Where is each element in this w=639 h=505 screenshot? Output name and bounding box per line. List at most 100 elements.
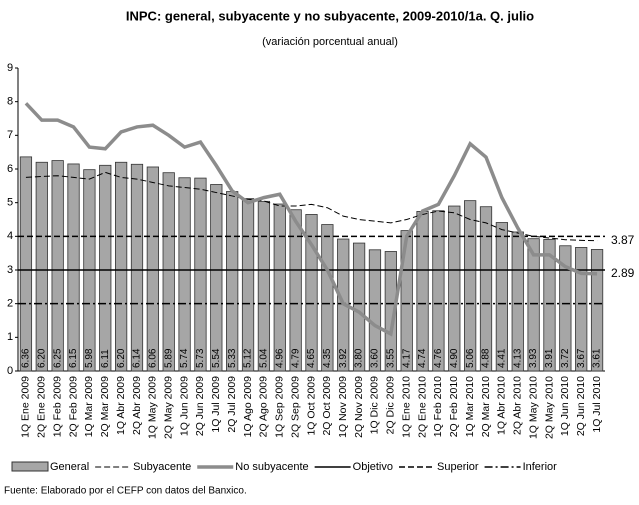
x-tick-label: 2Q Mar 2009	[99, 376, 111, 437]
y-tick-label: 7	[7, 129, 13, 141]
value-label: 5.89	[163, 348, 174, 368]
x-tick-label: 1Q Nov 2009	[337, 376, 349, 438]
value-label: 3.72	[560, 348, 571, 368]
bar	[67, 163, 80, 372]
y-tick-label: 5	[7, 197, 13, 209]
bar	[400, 230, 413, 372]
bar	[495, 222, 508, 372]
bar	[511, 231, 524, 372]
value-label: 3.55	[385, 348, 396, 368]
x-tick-label: 2Q Ene 2010	[416, 376, 428, 438]
value-label: 3.91	[544, 348, 555, 368]
y-tick-label: 8	[7, 96, 13, 108]
bar	[305, 214, 318, 372]
y-tick-label: 3	[7, 264, 13, 276]
value-label: 4.88	[481, 348, 492, 368]
y-tick-label: 9	[7, 62, 13, 74]
legend-label: Subyacente	[133, 461, 191, 473]
value-label: 4.65	[306, 348, 317, 368]
bar	[178, 177, 191, 372]
chart-subtitle: (variación porcentual anual)	[262, 36, 398, 48]
bar	[194, 177, 207, 372]
value-label: 3.60	[370, 348, 381, 368]
value-label: 5.12	[243, 348, 254, 368]
bar	[368, 249, 382, 372]
legend-label: General	[50, 461, 89, 473]
x-tick-label: 1Q Ene 2009	[20, 376, 32, 438]
y-tick-label: 4	[7, 230, 13, 242]
x-tick-label: 1Q Abr 2010	[496, 376, 508, 435]
bar	[241, 198, 255, 372]
x-tick-label: 1Q Sep 2009	[274, 376, 286, 438]
bar	[146, 166, 159, 372]
bar	[448, 205, 461, 372]
bar	[115, 161, 128, 372]
x-tick-label: 2Q Oct 2009	[321, 376, 333, 436]
y-tick-label: 1	[7, 331, 13, 343]
legend-label: Objetivo	[353, 461, 393, 473]
bar	[352, 242, 366, 372]
x-tick-label: 1Q Ago 2009	[242, 376, 254, 437]
value-label: 4.35	[322, 348, 333, 368]
legend-label: Inferior	[523, 461, 558, 473]
value-label: 6.36	[21, 348, 32, 368]
end-label: 3.87	[611, 233, 635, 247]
value-label: 5.74	[179, 348, 190, 368]
x-tick-label: 2Q Abr 2009	[131, 376, 143, 435]
value-label: 3.80	[354, 348, 365, 368]
bar	[432, 210, 445, 372]
value-label: 4.41	[497, 348, 508, 368]
bar	[464, 200, 477, 372]
x-tick-label: 2Q Abr 2010	[512, 376, 524, 435]
bar	[257, 200, 271, 372]
x-tick-label: 1Q Abr 2009	[115, 376, 127, 435]
value-label: 6.11	[100, 349, 111, 368]
bar	[99, 164, 112, 372]
bar	[543, 238, 556, 372]
value-label: 5.06	[465, 348, 476, 368]
value-label: 4.13	[512, 348, 523, 368]
bar	[527, 238, 540, 372]
x-tick-label: 2Q Jun 2010	[575, 376, 587, 436]
legend-label: No subyacente	[235, 461, 308, 473]
x-tick-label: 2Q May 2009	[162, 376, 174, 439]
x-tick-label: 1Q Jul 2010	[591, 376, 603, 433]
legend-swatch	[11, 461, 49, 472]
source: Fuente: Elaborado por el CEFP con datos …	[4, 486, 247, 497]
bar	[590, 249, 604, 372]
x-tick-label: 2Q Sep 2009	[289, 376, 301, 438]
bar	[384, 251, 397, 372]
y-tick-label: 0	[7, 365, 13, 377]
chart-title: INPC: general, subyacente y no subyacent…	[126, 8, 534, 23]
value-label: 6.20	[116, 348, 127, 368]
value-label: 4.79	[290, 348, 301, 368]
x-tick-label: 1Q Feb 2009	[51, 376, 63, 437]
x-tick-label: 1Q Dic 2009	[369, 376, 381, 435]
bar	[51, 160, 64, 372]
x-tick-label: 2Q Feb 2010	[448, 376, 460, 437]
bar	[289, 209, 302, 372]
x-tick-label: 1Q Oct 2009	[305, 376, 317, 436]
x-tick-label: 1Q May 2009	[147, 376, 159, 439]
value-label: 4.90	[449, 348, 460, 368]
value-label: 3.67	[576, 348, 587, 368]
x-tick-label: 2Q Ene 2009	[36, 376, 48, 438]
value-label: 3.92	[338, 348, 349, 368]
end-label: 2.89	[611, 266, 635, 280]
x-tick-label: 2Q Dic 2009	[385, 376, 397, 435]
x-tick-label: 2Q Mar 2010	[480, 376, 492, 437]
legend-label: Superior	[437, 461, 479, 473]
x-tick-label: 1Q May 2010	[527, 376, 539, 439]
x-tick-label: 1Q Jul 2009	[210, 376, 222, 433]
x-tick-label: 2Q Feb 2009	[67, 376, 79, 437]
value-label: 6.15	[68, 348, 79, 368]
line-series	[25, 171, 598, 242]
x-tick-label: 1Q Feb 2010	[432, 376, 444, 437]
value-label: 6.06	[147, 348, 158, 368]
x-tick-label: 2Q Jun 2009	[194, 376, 206, 436]
bar	[479, 206, 493, 372]
value-label: 4.74	[417, 348, 428, 368]
value-label: 5.04	[259, 348, 270, 368]
y-tick-label: 2	[7, 298, 13, 310]
